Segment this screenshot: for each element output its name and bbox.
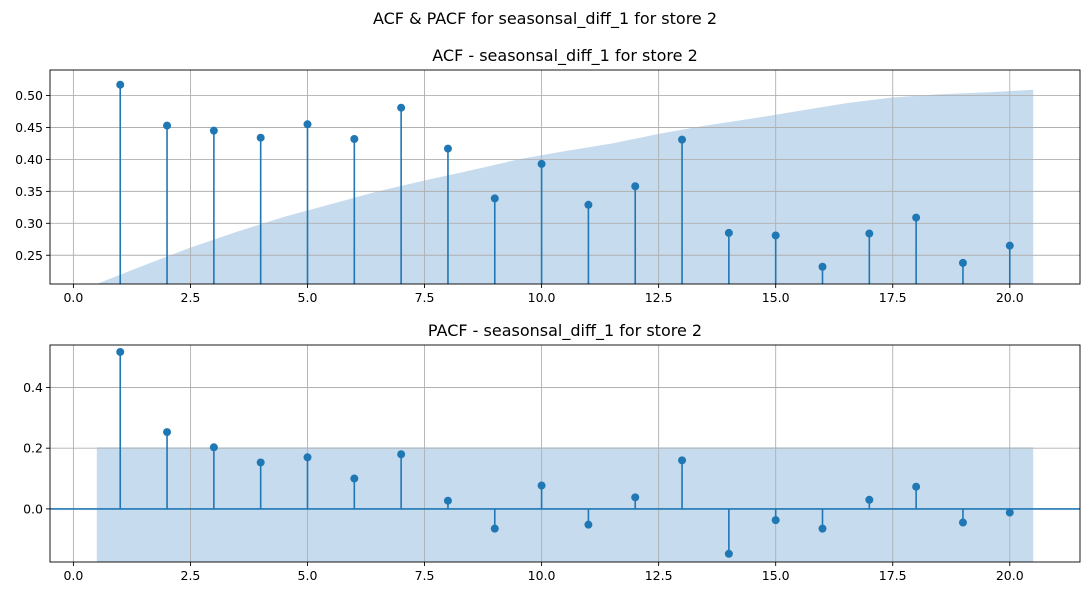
acf-ytick-label: 0.30 xyxy=(15,216,43,231)
acf-confidence-band xyxy=(96,89,1034,284)
acf-title: ACF - seasonsal_diff_1 for store 2 xyxy=(432,46,698,66)
acf-point-lag-17 xyxy=(865,229,874,238)
pacf-xtick-label: 12.5 xyxy=(645,568,673,583)
pacf-xtick-label: 5.0 xyxy=(298,568,318,583)
acf-ytick-label: 0.40 xyxy=(15,152,43,167)
figure-suptitle: ACF & PACF for seasonsal_diff_1 for stor… xyxy=(373,9,717,29)
pacf-point-lag-19 xyxy=(958,518,967,527)
pacf-confidence-band xyxy=(96,447,1034,562)
acf-point-lag-19 xyxy=(958,258,967,267)
acf-point-lag-12 xyxy=(631,182,640,191)
pacf-point-lag-9 xyxy=(490,524,499,533)
pacf-point-lag-8 xyxy=(443,496,452,505)
pacf-point-lag-17 xyxy=(865,495,874,504)
pacf-point-lag-11 xyxy=(584,520,593,529)
acf-point-lag-1 xyxy=(116,80,125,89)
acf-point-lag-14 xyxy=(724,228,733,237)
acf-point-lag-8 xyxy=(443,144,452,153)
pacf-ytick-label: 0.0 xyxy=(23,501,43,516)
acf-xtick-label: 2.5 xyxy=(181,290,201,305)
pacf-point-lag-12 xyxy=(631,493,640,502)
pacf-point-lag-6 xyxy=(350,474,359,483)
pacf-point-lag-7 xyxy=(397,450,406,459)
acf-xtick-label: 12.5 xyxy=(645,290,673,305)
pacf-point-lag-14 xyxy=(724,549,733,558)
acf-xtick-label: 15.0 xyxy=(762,290,790,305)
acf-point-lag-3 xyxy=(209,126,218,135)
pacf-xtick-label: 10.0 xyxy=(528,568,556,583)
acf-point-lag-4 xyxy=(256,133,265,142)
acf-ytick-label: 0.25 xyxy=(15,248,43,263)
pacf-point-lag-20 xyxy=(1005,508,1014,517)
pacf-xtick-label: 2.5 xyxy=(181,568,201,583)
pacf-xtick-label: 0.0 xyxy=(63,568,83,583)
acf-point-lag-5 xyxy=(303,120,312,129)
acf-ytick-label: 0.50 xyxy=(15,88,43,103)
pacf-point-lag-13 xyxy=(678,456,687,465)
acf-axes-frame xyxy=(49,69,1081,285)
acf-point-lag-10 xyxy=(537,159,546,168)
acf-point-lag-18 xyxy=(912,213,921,222)
acf-point-lag-16 xyxy=(818,262,827,271)
acf-xtick-label: 7.5 xyxy=(415,290,435,305)
pacf-ytick-label: 0.2 xyxy=(23,441,43,456)
pacf-panel: PACF - seasonsal_diff_1 for store 2 0.0 2… xyxy=(23,321,1081,583)
pacf-point-lag-4 xyxy=(256,458,265,467)
pacf-point-lag-5 xyxy=(303,453,312,462)
acf-xtick-label: 10.0 xyxy=(528,290,556,305)
acf-point-lag-6 xyxy=(350,134,359,143)
pacf-point-lag-16 xyxy=(818,524,827,533)
acf-ytick-label: 0.35 xyxy=(15,184,43,199)
acf-point-lag-9 xyxy=(490,194,499,203)
acf-xtick-label: 5.0 xyxy=(298,290,318,305)
pacf-title: PACF - seasonsal_diff_1 for store 2 xyxy=(428,321,702,341)
acf-xtick-label: 17.5 xyxy=(879,290,907,305)
acf-point-lag-13 xyxy=(678,135,687,144)
pacf-point-lag-18 xyxy=(912,482,921,491)
pacf-xtick-label: 7.5 xyxy=(415,568,435,583)
pacf-point-lag-3 xyxy=(209,443,218,452)
pacf-ytick-label: 0.4 xyxy=(23,380,43,395)
acf-ytick-label: 0.45 xyxy=(15,120,43,135)
acf-point-lag-11 xyxy=(584,200,593,209)
pacf-point-lag-10 xyxy=(537,481,546,490)
pacf-xtick-label: 17.5 xyxy=(879,568,907,583)
acf-point-lag-20 xyxy=(1005,241,1014,250)
pacf-xtick-label: 20.0 xyxy=(996,568,1024,583)
acf-point-lag-7 xyxy=(397,103,406,112)
acf-point-lag-2 xyxy=(163,121,172,130)
pacf-point-lag-15 xyxy=(771,516,780,525)
pacf-xtick-label: 15.0 xyxy=(762,568,790,583)
acf-panel: ACF - seasonsal_diff_1 for store 2 0.0 2.… xyxy=(15,46,1081,305)
pacf-point-lag-2 xyxy=(163,428,172,437)
acf-xtick-label: 20.0 xyxy=(996,290,1024,305)
acf-xtick-label: 0.0 xyxy=(63,290,83,305)
pacf-point-lag-1 xyxy=(116,347,125,356)
acf-point-lag-15 xyxy=(771,231,780,240)
pacf-axes-frame xyxy=(49,344,1081,563)
